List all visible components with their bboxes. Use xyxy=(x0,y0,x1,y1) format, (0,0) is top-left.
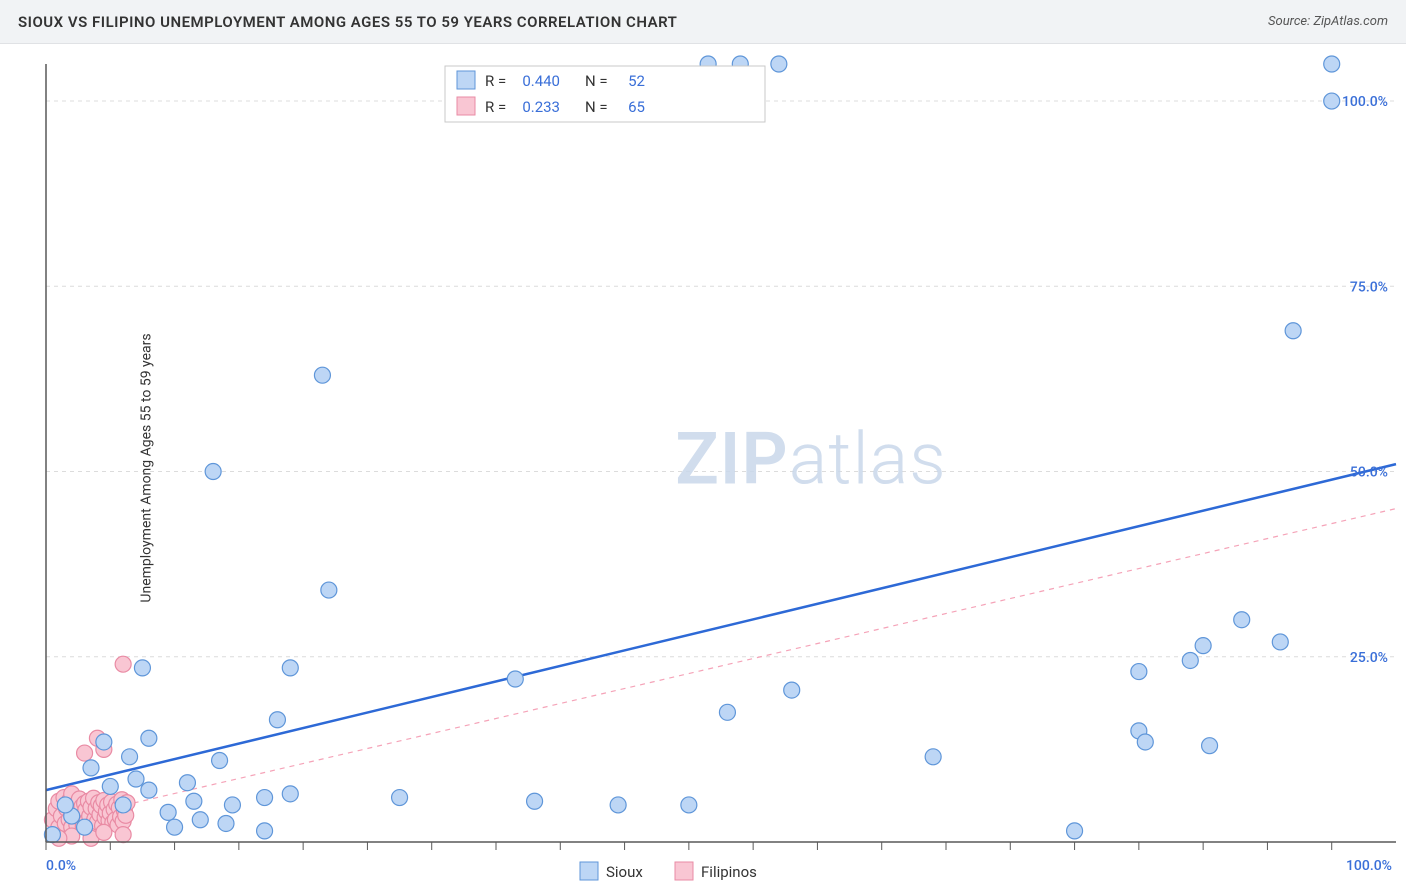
point-sioux xyxy=(1137,734,1153,750)
point-sioux xyxy=(186,793,202,809)
legend-r-label: R = xyxy=(485,98,506,116)
point-sioux xyxy=(282,786,298,802)
point-sioux xyxy=(1324,93,1340,109)
point-sioux xyxy=(719,704,735,720)
point-sioux xyxy=(1272,634,1288,650)
point-sioux xyxy=(527,793,543,809)
point-filipinos xyxy=(77,745,93,761)
point-filipinos xyxy=(96,824,112,840)
point-sioux xyxy=(96,734,112,750)
point-sioux xyxy=(218,815,234,831)
point-sioux xyxy=(257,823,273,839)
point-sioux xyxy=(1195,638,1211,654)
x-end-label: 100.0% xyxy=(1346,858,1392,874)
point-sioux xyxy=(681,797,697,813)
legend-n-value: 65 xyxy=(628,98,645,116)
point-sioux xyxy=(282,660,298,676)
point-sioux xyxy=(141,730,157,746)
point-sioux xyxy=(507,671,523,687)
legend-r-value: 0.233 xyxy=(522,98,560,116)
point-sioux xyxy=(83,760,99,776)
point-sioux xyxy=(1285,323,1301,339)
point-sioux xyxy=(1234,612,1250,628)
legend-n-value: 52 xyxy=(628,72,645,90)
legend-n-label: N = xyxy=(585,98,608,116)
legend-label-filipinos: Filipinos xyxy=(701,863,757,881)
point-sioux xyxy=(392,790,408,806)
legend-label-sioux: Sioux xyxy=(606,863,643,881)
point-filipinos xyxy=(115,656,131,672)
legend-r-value: 0.440 xyxy=(522,72,560,90)
legend-swatch-sioux xyxy=(580,862,598,880)
point-sioux xyxy=(134,660,150,676)
source-prefix: Source: xyxy=(1268,14,1313,29)
point-sioux xyxy=(610,797,626,813)
point-sioux xyxy=(192,812,208,828)
y-axis-label: Unemployment Among Ages 55 to 59 years xyxy=(139,333,155,602)
y-tick-label: 25.0% xyxy=(1350,650,1388,666)
point-sioux xyxy=(205,464,221,480)
point-sioux xyxy=(44,827,60,843)
legend-swatch-filipinos xyxy=(675,862,693,880)
point-sioux xyxy=(269,712,285,728)
point-sioux xyxy=(224,797,240,813)
point-sioux xyxy=(212,752,228,768)
point-sioux xyxy=(1324,56,1340,72)
source-name: ZipAtlas.com xyxy=(1313,14,1388,29)
svg-text:ZIPatlas: ZIPatlas xyxy=(675,417,947,502)
point-sioux xyxy=(1182,652,1198,668)
point-sioux xyxy=(102,778,118,794)
source-credit: Source: ZipAtlas.com xyxy=(1268,14,1388,29)
y-tick-label: 50.0% xyxy=(1350,465,1388,481)
legend-r-label: R = xyxy=(485,72,506,90)
point-filipinos xyxy=(115,827,131,843)
point-sioux xyxy=(115,797,131,813)
x-origin-label: 0.0% xyxy=(46,858,76,874)
point-sioux xyxy=(257,790,273,806)
point-sioux xyxy=(57,797,73,813)
point-sioux xyxy=(128,771,144,787)
point-sioux xyxy=(784,682,800,698)
point-sioux xyxy=(122,749,138,765)
chart-stage: Unemployment Among Ages 55 to 59 years Z… xyxy=(0,44,1406,892)
y-tick-label: 100.0% xyxy=(1342,94,1388,110)
point-sioux xyxy=(314,367,330,383)
legend-swatch xyxy=(457,71,475,89)
chart-header: SIOUX VS FILIPINO UNEMPLOYMENT AMONG AGE… xyxy=(0,0,1406,44)
point-sioux xyxy=(77,819,93,835)
chart-title: SIOUX VS FILIPINO UNEMPLOYMENT AMONG AGE… xyxy=(18,13,677,31)
point-sioux xyxy=(160,804,176,820)
legend-n-label: N = xyxy=(585,72,608,90)
point-sioux xyxy=(1067,823,1083,839)
point-sioux xyxy=(771,56,787,72)
point-sioux xyxy=(1202,738,1218,754)
point-sioux xyxy=(1131,664,1147,680)
point-sioux xyxy=(321,582,337,598)
point-sioux xyxy=(141,782,157,798)
point-sioux xyxy=(179,775,195,791)
legend-swatch xyxy=(457,97,475,115)
point-sioux xyxy=(167,819,183,835)
point-sioux xyxy=(925,749,941,765)
y-tick-label: 75.0% xyxy=(1350,279,1388,295)
scatter-chart: ZIPatlas 25.0% 50.0% 75.0% 100.0% 0.0% 100.0%… xyxy=(0,44,1406,892)
